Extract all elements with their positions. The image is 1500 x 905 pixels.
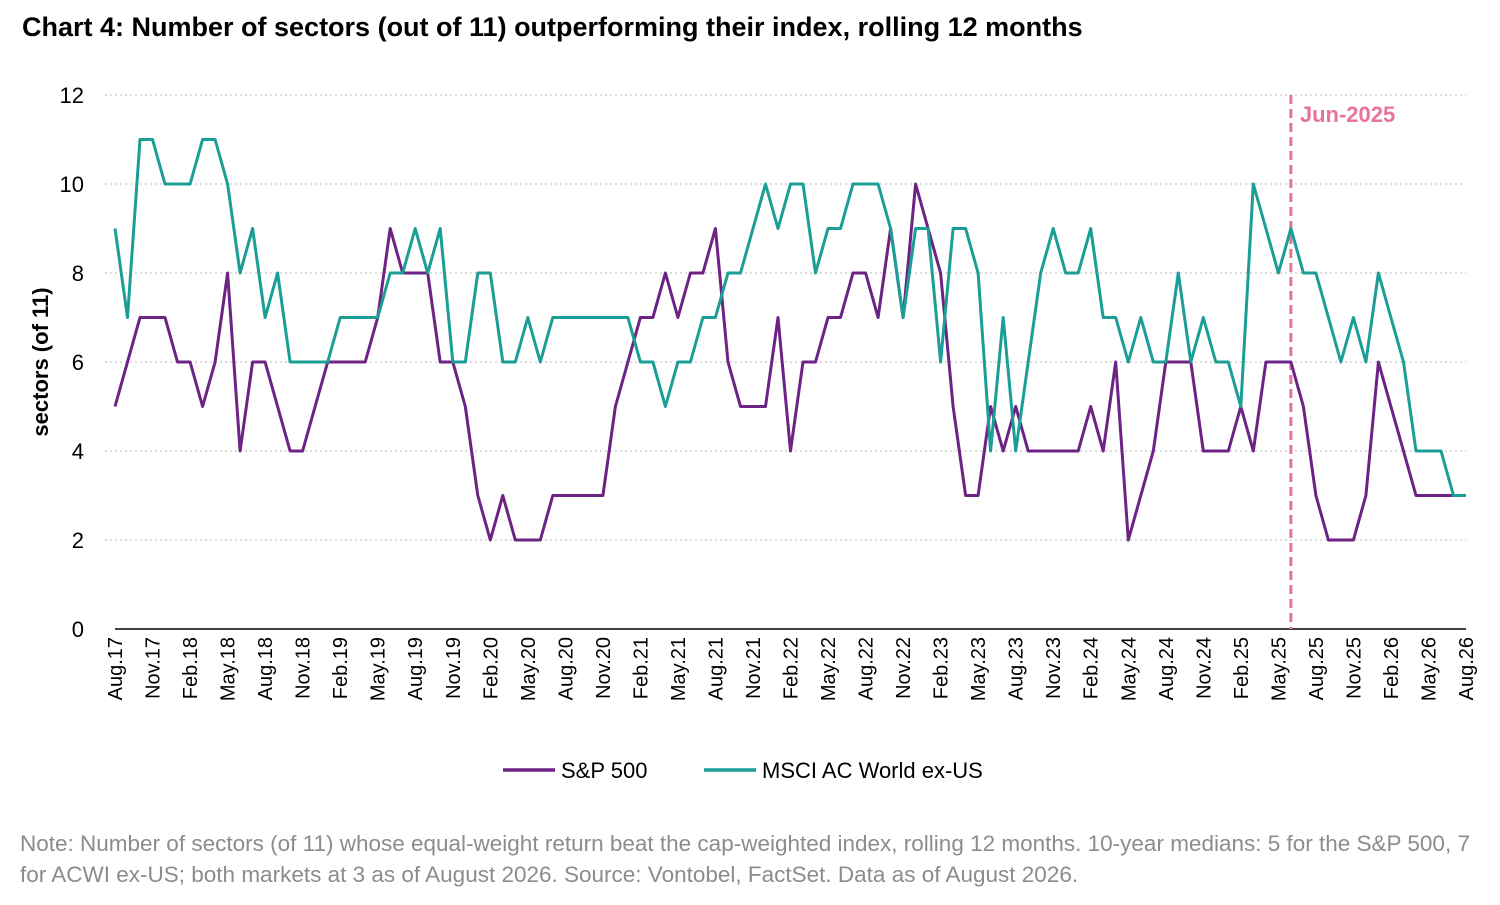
x-tick-label: Feb.22 — [781, 637, 803, 699]
x-tick-label: Nov.18 — [293, 637, 315, 699]
x-tick-label: May.18 — [218, 637, 240, 701]
x-tick-label: Feb.18 — [180, 637, 202, 699]
legend-label: S&P 500 — [561, 758, 647, 783]
x-tick-label: Aug.22 — [856, 637, 878, 700]
x-tick-label: Feb.26 — [1381, 637, 1403, 699]
x-tick-label: May.23 — [968, 637, 990, 701]
x-tick-label: Aug.21 — [705, 637, 727, 700]
x-tick-label: Aug.26 — [1456, 637, 1478, 700]
x-tick-label: Nov.22 — [893, 637, 915, 699]
x-tick-label: Aug.20 — [555, 637, 577, 700]
x-tick-label: Aug.19 — [405, 637, 427, 700]
x-tick-label: Feb.21 — [630, 637, 652, 699]
y-tick-label: 8 — [72, 261, 84, 286]
gridlines — [105, 94, 1466, 541]
x-tick-label: May.26 — [1418, 637, 1440, 701]
x-tick-label: Nov.20 — [593, 637, 615, 699]
x-tick-label: Nov.17 — [143, 637, 165, 699]
series-lines — [113, 138, 1466, 542]
x-tick-label: Nov.21 — [743, 637, 765, 699]
chart-note: Note: Number of sectors (of 11) whose eq… — [20, 831, 1470, 887]
x-tick-label: Feb.25 — [1231, 637, 1253, 699]
legend-sp500: S&P 500 — [503, 758, 647, 783]
y-tick-label: 6 — [72, 350, 84, 375]
x-tick-label: Feb.19 — [330, 637, 352, 699]
y-tick-label: 4 — [72, 439, 84, 464]
x-tick-label: Feb.23 — [931, 637, 953, 699]
y-tick-label: 2 — [72, 528, 84, 553]
x-tick-label: May.19 — [368, 637, 390, 701]
x-axis: Aug.17 Nov.17 Feb.18 May.18 Aug.18 Nov.18 Feb.… — [105, 628, 1478, 701]
x-tick-label: Nov.25 — [1343, 637, 1365, 699]
x-tick-label: Feb.24 — [1081, 637, 1103, 699]
legend: S&P 500 MSCI AC World ex-US — [503, 758, 983, 783]
y-axis-label: sectors (of 11) — [28, 287, 53, 436]
x-tick-label: Nov.24 — [1193, 637, 1215, 699]
x-tick-label: May.24 — [1118, 637, 1140, 701]
marker-label: Jun-2025 — [1300, 102, 1395, 127]
x-tick-label: Feb.20 — [480, 637, 502, 699]
x-tick-label: Aug.18 — [255, 637, 277, 700]
msci-acwi-ex-us-line — [113, 138, 1466, 497]
x-tick-label: Nov.23 — [1043, 637, 1065, 699]
x-tick-label: May.21 — [668, 637, 690, 701]
x-tick-label: Aug.24 — [1156, 637, 1178, 700]
legend-msci: MSCI AC World ex-US — [704, 758, 983, 783]
x-tick-label: May.20 — [518, 637, 540, 701]
x-tick-label: Aug.17 — [105, 637, 127, 700]
y-tick-label: 12 — [60, 83, 84, 108]
x-tick-label: Aug.23 — [1006, 637, 1028, 700]
x-tick-label: Aug.25 — [1306, 637, 1328, 700]
x-tick-label: May.25 — [1268, 637, 1290, 701]
y-tick-label: 10 — [60, 172, 84, 197]
legend-label: MSCI AC World ex-US — [762, 758, 983, 783]
y-axis-ticks: 0 2 4 6 8 10 12 — [60, 83, 84, 642]
x-tick-label: May.22 — [818, 637, 840, 701]
x-tick-label: Nov.19 — [443, 637, 465, 699]
y-tick-label: 0 — [72, 617, 84, 642]
chart-title: Chart 4: Number of sectors (out of 11) o… — [22, 12, 1083, 42]
